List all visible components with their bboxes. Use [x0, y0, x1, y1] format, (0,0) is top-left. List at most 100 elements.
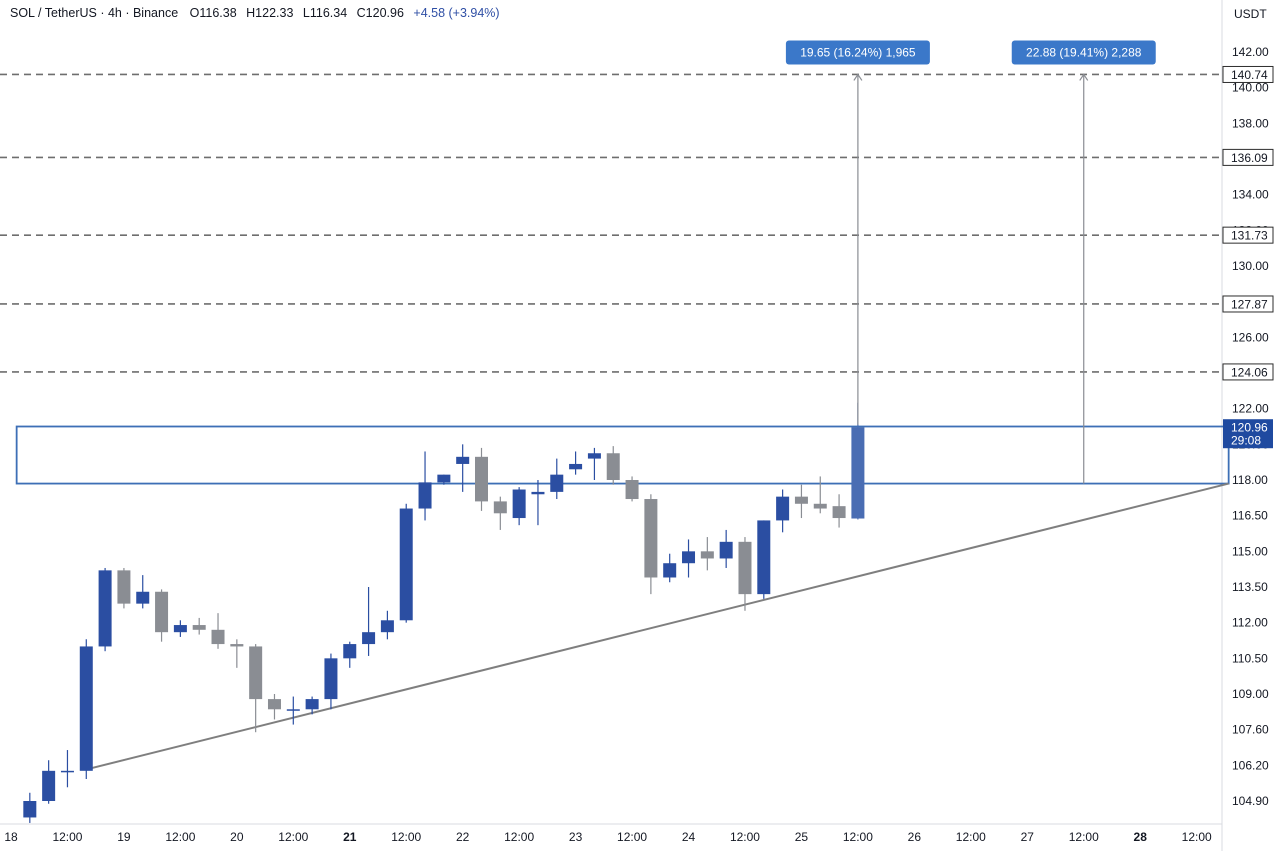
candle-body[interactable]	[267, 699, 281, 710]
price-level-tag-label: 127.87	[1231, 297, 1268, 311]
candle-body[interactable]	[230, 644, 244, 647]
x-tick-label: 19	[117, 830, 131, 844]
candle-body[interactable]	[136, 591, 150, 604]
x-tick-label: 12:00	[730, 830, 760, 844]
symbol-label[interactable]: SOL / TetherUS · 4h · Binance	[10, 6, 179, 20]
candle-body[interactable]	[475, 456, 488, 502]
candle-body[interactable]	[700, 551, 714, 559]
candle-body[interactable]	[456, 456, 470, 464]
price-level-tag-label: 140.74	[1231, 68, 1268, 82]
ascending-trendline[interactable]	[86, 482, 1229, 771]
low-value: L116.34	[302, 6, 348, 20]
price-level-tag	[1222, 295, 1274, 313]
price-level-tag	[1222, 363, 1274, 381]
y-tick-label: 122.00	[1232, 402, 1269, 416]
candle-body[interactable]	[569, 463, 583, 470]
candle-body[interactable]	[738, 541, 752, 595]
x-tick-label: 26	[908, 830, 922, 844]
x-tick-label: 12:00	[52, 830, 82, 844]
price-level-tag	[1222, 65, 1274, 83]
axis-unit-label[interactable]: USDT	[1234, 7, 1267, 21]
candle-body[interactable]	[644, 499, 658, 578]
candle-body[interactable]	[98, 570, 112, 647]
x-tick-label: 12:00	[617, 830, 647, 844]
x-tick-label: 27	[1021, 830, 1035, 844]
candle-body[interactable]	[286, 709, 300, 711]
candle-body[interactable]	[155, 591, 169, 633]
candle-body[interactable]	[399, 508, 413, 621]
resistance-zone-box[interactable]	[15, 425, 1230, 485]
y-tick-label: 126.00	[1232, 330, 1269, 344]
x-tick-label: 20	[230, 830, 244, 844]
current-price-label: 120.96	[1231, 421, 1268, 435]
candle-body[interactable]	[380, 620, 394, 633]
y-tick-label: 113.50	[1232, 580, 1268, 594]
x-tick-label: 12:00	[391, 830, 421, 844]
candle-body[interactable]	[851, 427, 865, 519]
candle-body[interactable]	[249, 646, 263, 700]
candle-body[interactable]	[832, 506, 846, 519]
candle-body[interactable]	[512, 489, 526, 519]
open-value: O116.38	[189, 6, 237, 20]
candle-body[interactable]	[813, 503, 827, 509]
chart-header: SOL / TetherUS · 4h · Binance O116.38 H1…	[10, 6, 506, 20]
candle-body[interactable]	[663, 563, 677, 578]
candle-body[interactable]	[606, 453, 620, 480]
x-tick-label: 22	[456, 830, 470, 844]
x-tick-label: 12:00	[278, 830, 308, 844]
price-level-tag	[1222, 148, 1274, 166]
candle-countdown-label: 29:08	[1231, 434, 1261, 448]
candle-body[interactable]	[418, 482, 432, 509]
candle-body[interactable]	[531, 491, 545, 495]
candle-body[interactable]	[211, 629, 225, 645]
candle-body[interactable]	[776, 496, 790, 521]
candle-body[interactable]	[794, 496, 808, 504]
price-level-tag-label: 124.06	[1231, 365, 1268, 379]
candle-body[interactable]	[192, 625, 206, 630]
measure-badge[interactable]	[1011, 40, 1156, 65]
y-tick-label: 106.20	[1232, 758, 1269, 772]
y-tick-label: 112.00	[1232, 616, 1268, 630]
y-tick-label: 104.90	[1232, 794, 1269, 808]
y-tick-label: 109.00	[1232, 687, 1269, 701]
candle-body[interactable]	[324, 658, 338, 700]
x-tick-label: 12:00	[843, 830, 873, 844]
y-tick-label: 140.00	[1232, 81, 1269, 95]
price-level-tag-label: 136.09	[1231, 151, 1268, 165]
x-tick-label: 12:00	[1182, 830, 1212, 844]
y-tick-label: 116.50	[1232, 509, 1268, 523]
candle-body[interactable]	[625, 480, 639, 500]
close-value: C120.96	[356, 6, 404, 20]
candle-body[interactable]	[587, 453, 601, 459]
measure-arrowhead	[853, 73, 863, 81]
measure-badge-label: 19.65 (16.24%) 1,965	[800, 45, 916, 59]
candle-body[interactable]	[173, 625, 187, 633]
high-value: H122.33	[246, 6, 294, 20]
candle-body[interactable]	[60, 770, 74, 773]
measure-badge[interactable]	[785, 40, 930, 65]
candle-body[interactable]	[550, 474, 564, 492]
candle-body[interactable]	[23, 801, 37, 818]
y-tick-label: 138.00	[1232, 116, 1269, 130]
y-tick-label: 115.00	[1232, 544, 1268, 558]
current-price-tag	[1223, 419, 1273, 449]
x-tick-label: 18	[4, 830, 18, 844]
x-tick-label: 24	[682, 830, 696, 844]
candle-body[interactable]	[682, 551, 696, 564]
x-tick-label: 28	[1134, 830, 1148, 844]
candle-body[interactable]	[79, 646, 93, 771]
y-tick-label: 107.60	[1232, 723, 1269, 737]
candle-body[interactable]	[362, 632, 376, 645]
candle-body[interactable]	[493, 501, 507, 514]
candle-body[interactable]	[305, 699, 319, 710]
measure-arrowhead	[1079, 73, 1089, 81]
candle-body[interactable]	[42, 770, 56, 801]
candle-body[interactable]	[117, 570, 131, 604]
candle-body[interactable]	[757, 520, 771, 595]
candle-body[interactable]	[343, 644, 357, 659]
candle-body[interactable]	[437, 474, 451, 483]
y-tick-label: 130.00	[1232, 259, 1269, 273]
candle-body[interactable]	[719, 541, 733, 559]
